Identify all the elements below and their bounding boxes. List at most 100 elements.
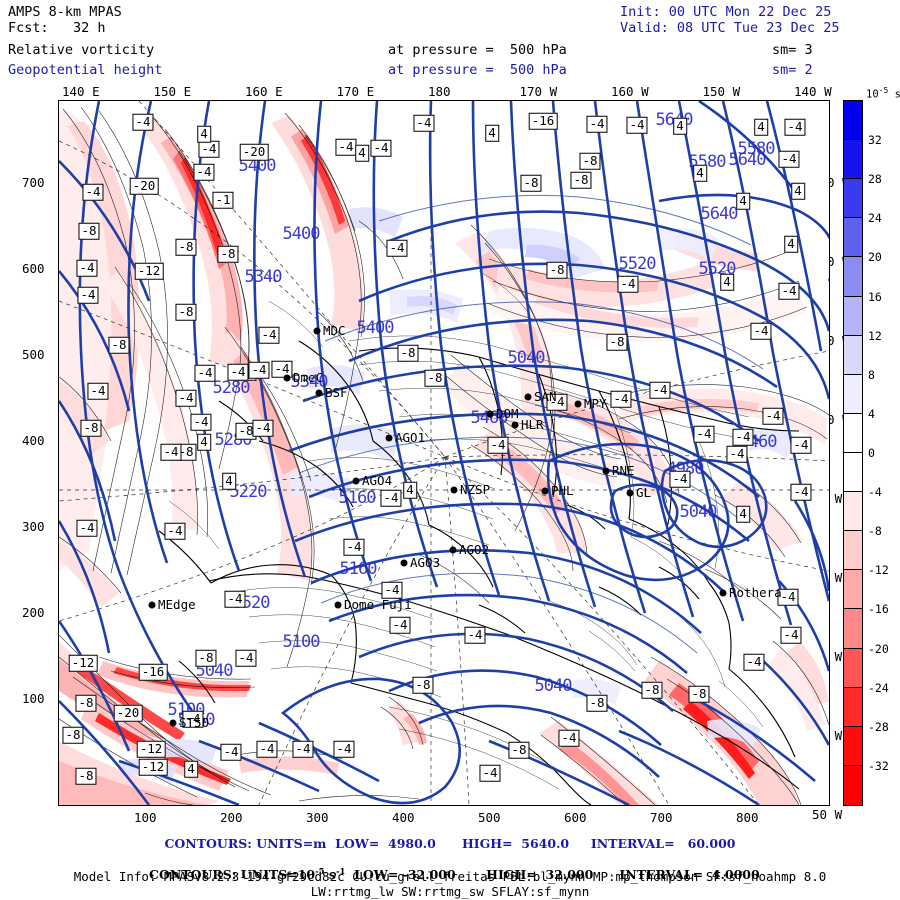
- bottom-axis-tick: 600: [564, 810, 587, 825]
- field-2-pressure: at pressure = 500 hPa: [388, 62, 567, 78]
- geopotential-label: 5580: [737, 139, 776, 159]
- vorticity-label: -4: [175, 389, 197, 407]
- vorticity-label: 4: [791, 182, 805, 200]
- top-axis-tick: 140 W: [794, 84, 832, 99]
- vorticity-label: -8: [108, 336, 130, 354]
- colorbar-tick: -20: [868, 641, 889, 656]
- colorbar-segment: [844, 140, 862, 180]
- geopotential-label: 5100: [282, 632, 321, 652]
- vorticity-label: -4: [224, 590, 246, 608]
- geopotential-label: 5400: [282, 224, 321, 244]
- vorticity-label: -4: [546, 393, 568, 411]
- colorbar-segment: [844, 531, 862, 571]
- geopotential-label: 5400: [356, 318, 395, 338]
- top-axis-tick: 160 W: [611, 84, 649, 99]
- vorticity-label: -12: [138, 758, 168, 776]
- station-dot: [450, 486, 458, 494]
- colorbar-tick: -16: [868, 602, 889, 617]
- station-dot: [385, 434, 393, 442]
- colorbar-tick: 20: [868, 250, 882, 265]
- footer-vort-exp1: -5: [315, 867, 325, 877]
- colorbar-segment: [844, 570, 862, 610]
- geopotential-label: 5160: [339, 559, 378, 579]
- colorbar-tick: 16: [868, 289, 882, 304]
- vorticity-label: 4: [184, 760, 198, 778]
- vorticity-label: -4: [248, 361, 270, 379]
- geopotential-contours: [59, 101, 829, 805]
- vorticity-label: -8: [412, 676, 434, 694]
- left-axis-tick: 300: [22, 519, 45, 534]
- vorticity-label: -20: [129, 177, 159, 195]
- vorticity-label: -4: [76, 519, 98, 537]
- colorbar-segment: [844, 335, 862, 375]
- vorticity-label: -4: [586, 115, 608, 133]
- station-label: MEdge: [158, 597, 196, 612]
- colorbar-tick: 28: [868, 172, 882, 187]
- left-axis-tick: 500: [22, 347, 45, 362]
- colorbar-tick: -12: [868, 563, 889, 578]
- colorbar-segment: [844, 257, 862, 297]
- field-1-pressure: at pressure = 500 hPa: [388, 42, 567, 58]
- vorticity-label: -4: [235, 649, 257, 667]
- footer-model-info: Model Info: MPASv8.2.3-194-gf29cd82c CU:…: [73, 869, 827, 884]
- colorbar-segment: [844, 101, 862, 141]
- vorticity-label: -4: [292, 740, 314, 758]
- geopotential-label: 5400: [238, 156, 277, 176]
- vorticity-label: -4: [649, 381, 671, 399]
- top-axis-tick: 170 W: [519, 84, 558, 99]
- station-label: MDC: [323, 323, 346, 338]
- left-axis-tick: 100: [22, 691, 45, 706]
- vorticity-label: -4: [220, 743, 242, 761]
- model-title: AMPS 8-km MPAS: [8, 4, 122, 20]
- map-plot-area[interactable]: 5640564056405580558055205520552054605460…: [58, 100, 830, 806]
- station-label: AGO4: [362, 473, 393, 488]
- station-dot: [626, 489, 634, 497]
- colorbar-segment: [844, 492, 862, 532]
- bottom-axis-tick: 800: [736, 810, 759, 825]
- footer-vorticity-contours: CONTOURS: UNITS=10-5 s-1 LOW= -32.000 HI…: [0, 852, 900, 882]
- vorticity-label: -8: [579, 152, 601, 170]
- footer-vort-a: CONTOURS: UNITS=10: [149, 867, 316, 883]
- colorbar-tick: -24: [868, 680, 889, 695]
- vorticity-label: -4: [82, 183, 104, 201]
- top-axis-tick: 140 E: [62, 84, 100, 99]
- vorticity-contours: [59, 106, 829, 805]
- vorticity-label: -20: [239, 143, 269, 161]
- top-axis-tick: 150 E: [153, 84, 192, 99]
- colorbar-tick: 8: [868, 367, 875, 382]
- vorticity-label: 4: [485, 124, 499, 142]
- vorticity-label: -4: [669, 470, 691, 488]
- vorticity-label: -4: [182, 710, 204, 728]
- top-axis-tick: 160 E: [245, 84, 283, 99]
- footer-geopotential-contours: CONTOURS: UNITS=m LOW= 4980.0 HIGH= 5640…: [164, 836, 736, 851]
- vorticity-label: -8: [217, 245, 239, 263]
- station-dot: [602, 467, 610, 475]
- vorticity-label: -4: [778, 150, 800, 168]
- vorticity-label: 4: [197, 433, 211, 451]
- vorticity-label: 4: [355, 144, 369, 162]
- vorticity-label: 4: [673, 117, 687, 135]
- vorticity-label: -4: [343, 538, 365, 556]
- vorticity-label: 4: [720, 273, 734, 291]
- footer-vort-b: s: [324, 867, 336, 883]
- vorticity-label: -8: [235, 422, 257, 440]
- vorticity-label: -4: [750, 322, 772, 340]
- vorticity-label: -4: [479, 764, 501, 782]
- station-label: DOM: [496, 406, 519, 421]
- left-axis-tick: 200: [22, 605, 45, 620]
- right-axis-tick: 50 W: [812, 807, 843, 822]
- station-dot: [719, 589, 727, 597]
- station-dot: [486, 410, 494, 418]
- vorticity-label: -16: [528, 112, 558, 130]
- init-time: Init: 00 UTC Mon 22 Dec 25: [620, 4, 832, 20]
- station-dot: [574, 400, 582, 408]
- colorbar-segment: [844, 609, 862, 649]
- vorticity-label: -8: [586, 694, 608, 712]
- vorticity-label: -4: [784, 118, 806, 136]
- vorticity-label: -8: [641, 681, 663, 699]
- vorticity-label: -4: [726, 445, 748, 463]
- vorticity-colorbar[interactable]: [843, 100, 863, 806]
- geopotential-label: 5280: [212, 378, 251, 398]
- colorbar-tick: 0: [868, 446, 875, 460]
- forecast-hour: Fcst: 32 h: [8, 20, 106, 36]
